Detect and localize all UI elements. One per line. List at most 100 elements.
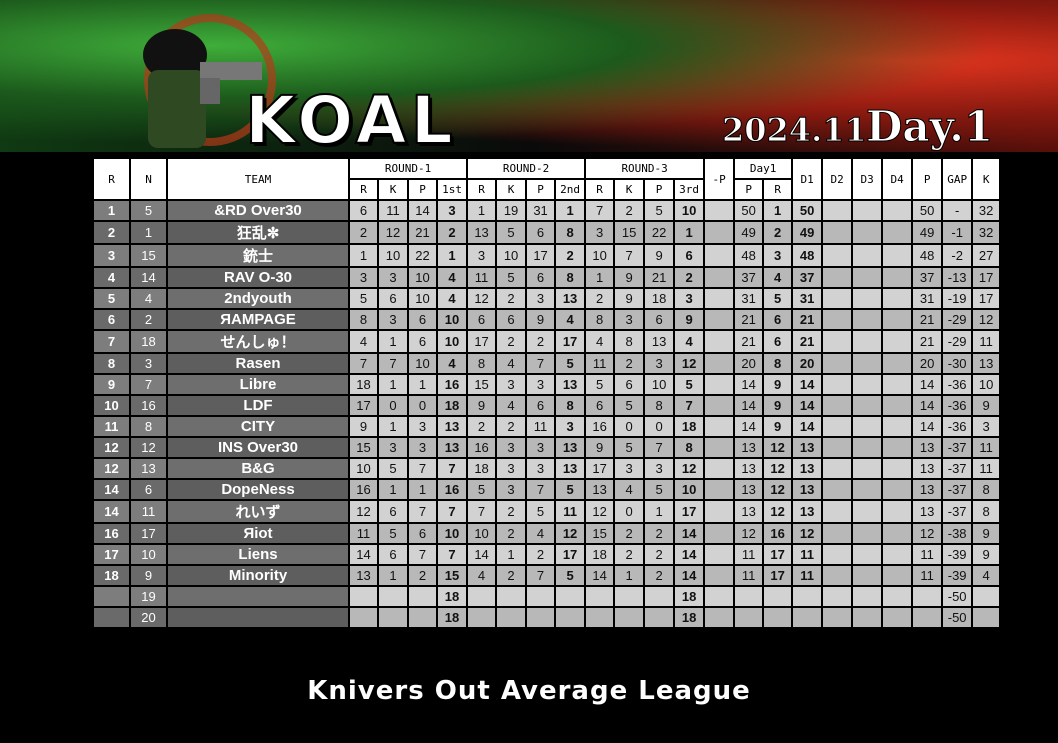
table-cell: 11 <box>911 543 944 566</box>
table-cell: 7 <box>466 499 498 524</box>
table-row: 20 18 18 -50 <box>92 606 1002 629</box>
table-cell: 2 <box>92 220 131 245</box>
table-cell: 17 <box>348 394 379 417</box>
table-cell: 5 <box>762 287 794 310</box>
table-cell: 1 <box>407 373 438 396</box>
table-row: 14 11 れいず 12 6 7 7 7 2 5 11 12 0 1 17 13 12 13 13 -37 8 <box>92 499 1002 524</box>
table-cell: 4 <box>554 308 587 331</box>
table-cell: 5 <box>525 499 557 524</box>
column-header: ROUND-3 <box>584 157 706 180</box>
table-cell: 2 <box>643 522 676 545</box>
table-row: 2 1 狂乱✼ 2 12 21 2 13 5 6 8 3 15 22 1 49 2 49 49 -1 32 <box>92 220 1002 245</box>
table-cell: -1 <box>941 220 974 245</box>
table-cell <box>733 606 765 629</box>
team-cell: Rasen <box>166 352 350 375</box>
table-cell: 14 <box>348 543 379 566</box>
table-cell: 7 <box>435 457 469 480</box>
table-cell: 18 <box>435 394 469 417</box>
table-cell: 48 <box>733 243 765 268</box>
table-cell: 3 <box>495 373 528 396</box>
table-cell: 12 <box>971 308 1002 331</box>
table-cell <box>821 564 854 587</box>
team-cell: 狂乱✼ <box>166 220 350 245</box>
table-cell <box>703 478 736 501</box>
table-cell: 20 <box>733 352 765 375</box>
table-cell: 13 <box>348 564 379 587</box>
table-cell: 7 <box>525 352 557 375</box>
table-cell: 13 <box>733 478 765 501</box>
table-row: 9 7 Libre 18 1 1 16 15 3 3 13 5 6 10 5 14 9 14 14 -36 10 <box>92 373 1002 396</box>
table-cell: 1 <box>129 220 168 245</box>
table-cell: 12 <box>92 436 131 459</box>
table-cell: 20 <box>791 352 824 375</box>
table-cell: 13 <box>584 478 616 501</box>
table-cell: 3 <box>643 352 676 375</box>
team-cell: B&G <box>166 457 350 480</box>
table-cell: 2 <box>495 499 528 524</box>
table-cell: 6 <box>643 308 676 331</box>
table-cell: 16 <box>435 478 469 501</box>
table-cell: 11 <box>911 564 944 587</box>
table-cell: 0 <box>377 394 409 417</box>
table-cell: 13 <box>466 220 498 245</box>
table-row: 4 14 RAV O-30 3 3 10 4 11 5 6 8 1 9 21 2 37 4 37 37 -13 17 <box>92 266 1002 289</box>
table-cell: 10 <box>435 329 469 354</box>
table-cell <box>971 606 1002 629</box>
table-cell <box>703 415 736 438</box>
table-cell: 13 <box>554 457 587 480</box>
table-cell: 21 <box>643 266 676 289</box>
table-cell <box>407 585 438 608</box>
table-cell <box>851 220 884 245</box>
table-cell <box>703 543 736 566</box>
table-cell: 22 <box>407 243 438 268</box>
table-cell <box>821 394 854 417</box>
table-cell <box>851 585 884 608</box>
table-cell: 2 <box>613 199 646 222</box>
table-cell: 17 <box>554 329 587 354</box>
table-cell: 3 <box>525 287 557 310</box>
table-cell: 6 <box>377 287 409 310</box>
table-cell: 2 <box>348 220 379 245</box>
table-cell <box>733 585 765 608</box>
table-cell: 13 <box>435 415 469 438</box>
table-cell: 4 <box>435 287 469 310</box>
table-cell: 3 <box>348 266 379 289</box>
table-cell: 1 <box>613 564 646 587</box>
table-cell: -37 <box>941 499 974 524</box>
table-cell <box>851 415 884 438</box>
table-cell: 15 <box>466 373 498 396</box>
table-cell: 6 <box>377 499 409 524</box>
table-cell: 14 <box>911 415 944 438</box>
table-cell: 12 <box>762 499 794 524</box>
table-cell <box>851 394 884 417</box>
table-cell <box>881 394 914 417</box>
table-cell <box>703 606 736 629</box>
table-cell: 10 <box>971 373 1002 396</box>
table-cell <box>377 585 409 608</box>
table-cell: 14 <box>673 543 706 566</box>
table-cell: 9 <box>971 394 1002 417</box>
table-cell: 17 <box>554 543 587 566</box>
table-cell: 20 <box>129 606 168 629</box>
table-cell: 4 <box>971 564 1002 587</box>
table-cell: 3 <box>377 266 409 289</box>
table-cell: 16 <box>584 415 616 438</box>
table-cell: 14 <box>791 415 824 438</box>
table-cell: 4 <box>613 478 646 501</box>
column-header: D2 <box>821 157 854 201</box>
table-cell <box>881 243 914 268</box>
table-cell: 21 <box>791 308 824 331</box>
table-cell: 10 <box>584 243 616 268</box>
table-cell: 13 <box>733 499 765 524</box>
table-cell: 17 <box>92 543 131 566</box>
table-cell: 3 <box>92 243 131 268</box>
table-cell: 7 <box>407 499 438 524</box>
table-cell: 5 <box>584 373 616 396</box>
table-cell: 3 <box>495 436 528 459</box>
table-cell: 18 <box>435 585 469 608</box>
table-cell: 2 <box>435 220 469 245</box>
standings-table: R N TEAM ROUND-1 ROUND-2 ROUND-3 -P Day1 D1 D2 D3 D… <box>92 157 1002 629</box>
table-cell: 7 <box>348 352 379 375</box>
table-row: 8 3 Rasen 7 7 10 4 8 4 7 5 11 2 3 12 20 8 20 20 -30 13 <box>92 352 1002 375</box>
